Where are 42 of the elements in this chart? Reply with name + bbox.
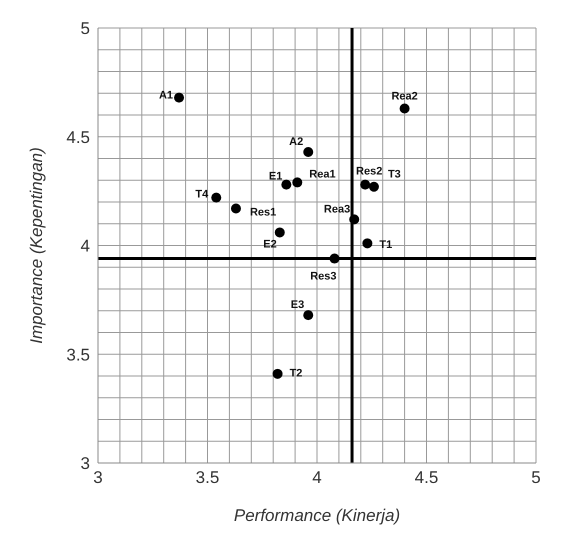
- annotation: E1: [268, 170, 282, 183]
- point: [349, 214, 360, 224]
- y-tick-label: 4.5: [66, 128, 90, 147]
- annotation: Res3: [310, 270, 337, 282]
- x-tick-label: 4.5: [414, 468, 438, 488]
- point: [274, 227, 285, 238]
- point: [330, 254, 340, 264]
- annotation: Rea1: [309, 168, 336, 180]
- point: [174, 92, 184, 103]
- point: [230, 204, 241, 214]
- y-tick-label: 3.5: [66, 345, 90, 364]
- annotation: A2: [289, 136, 304, 148]
- y-tick-label: 5: [80, 19, 90, 38]
- y-axis-title: Importance (Kepentingan): [27, 147, 46, 344]
- point: [292, 177, 302, 188]
- annotation: Res1: [250, 206, 276, 218]
- x-axis-title: Performance (Kinerja): [234, 506, 400, 525]
- point: [368, 182, 379, 192]
- x-tick-label: 3: [93, 468, 103, 488]
- x-tick-label: 3.5: [196, 468, 220, 488]
- point: [281, 180, 292, 190]
- point: [211, 192, 222, 203]
- point: [272, 368, 283, 379]
- point: [400, 103, 410, 114]
- y-tick-label: 4: [80, 236, 90, 256]
- annotation: A1: [158, 90, 174, 102]
- x-tick-label: 4: [312, 468, 322, 488]
- annotation: T3: [388, 168, 401, 181]
- point: [362, 238, 372, 248]
- annotation: T1: [379, 239, 392, 252]
- annotation: Rea3: [324, 203, 350, 216]
- x-tick-label: 5: [531, 468, 541, 488]
- point: [303, 146, 314, 157]
- point: [360, 180, 370, 190]
- annotation: T2: [290, 368, 302, 380]
- annotation: E3: [290, 299, 304, 312]
- y-tick-label: 3: [80, 454, 90, 474]
- annotation: E2: [263, 238, 277, 250]
- point: [303, 310, 314, 320]
- annotation: Rea2: [391, 90, 418, 102]
- annotation: T4: [195, 188, 210, 201]
- annotation: Res2: [356, 166, 382, 178]
